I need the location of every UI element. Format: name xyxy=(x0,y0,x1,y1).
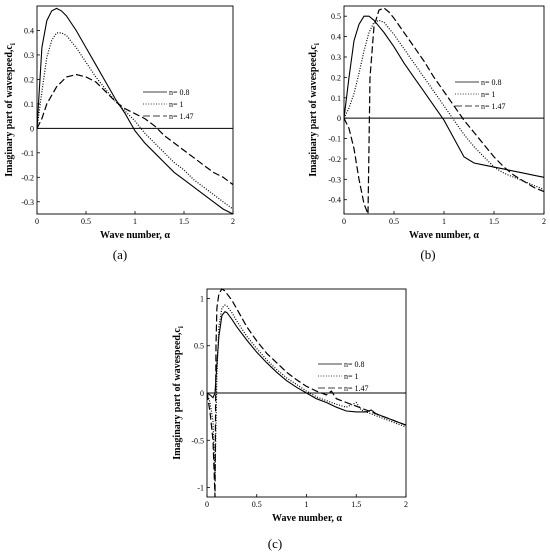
x-tick-label: 1.5 xyxy=(489,217,499,226)
x-tick-label: 2 xyxy=(231,217,235,226)
chart-panel-a: -0.3 -0.2 -0.1 0 0.1 0.2 0.3 0.4 0 0.5 1 1.5 2 n= 0… xyxy=(4,5,235,262)
y-tick-label: 0.3 xyxy=(24,51,34,60)
y-tick-label: 0.3 xyxy=(331,53,341,62)
x-tick-label: 0.5 xyxy=(252,500,262,509)
y-axis-label-main: Imaginary part of wavespeed,c xyxy=(172,328,183,460)
caption-b: (b) xyxy=(420,247,435,262)
legend-label: n= 0.8 xyxy=(169,88,190,97)
series-line-n1_47 xyxy=(343,7,545,215)
x-axis-label: Wave number, α xyxy=(409,230,479,241)
x-tick-label: 2 xyxy=(404,500,408,509)
x-tick-label: 0.5 xyxy=(389,217,399,226)
legend-label: n= 1.47 xyxy=(481,102,506,111)
series-line-n1_47 xyxy=(36,73,234,186)
legend-label: n= 0.8 xyxy=(481,78,502,87)
y-axis-label-main: Imaginary part of wavespeed,c xyxy=(308,45,319,177)
y-tick-label: 0 xyxy=(337,114,341,123)
x-tick-label: 1.5 xyxy=(179,217,189,226)
caption-c: (c) xyxy=(268,536,282,551)
y-tick-label: -1 xyxy=(197,484,204,493)
series-line-n0_8 xyxy=(206,311,407,426)
y-tick-label: 0.5 xyxy=(194,342,204,351)
y-tick-label: -0.2 xyxy=(21,173,34,182)
legend: n= 0.8 n= 1 n= 1.47 xyxy=(318,360,369,393)
y-tick-label: -0.2 xyxy=(328,155,341,164)
y-tick-label: -0.3 xyxy=(21,198,34,207)
series-lines xyxy=(36,7,234,215)
y-tick-label: 0 xyxy=(30,124,34,133)
x-tick-label: 0 xyxy=(205,500,209,509)
y-tick-label: 0.5 xyxy=(331,12,341,21)
x-tick-label: 1 xyxy=(305,500,309,509)
x-ticks: 0 0.5 1 1.5 2 xyxy=(205,494,408,509)
x-ticks: 0 0.5 1 1.5 2 xyxy=(342,211,546,226)
y-ticks: -0.3 -0.2 -0.1 0 0.1 0.2 0.3 0.4 xyxy=(21,26,40,207)
y-axis-label-main: Imaginary part of wavespeed,c xyxy=(4,45,15,177)
y-tick-label: -0.5 xyxy=(191,436,204,445)
y-tick-label: 0.2 xyxy=(24,75,34,84)
y-tick-label: 1 xyxy=(200,294,204,303)
series-lines xyxy=(343,7,545,215)
legend-label: n= 0.8 xyxy=(344,360,365,369)
caption-a: (a) xyxy=(113,247,127,262)
legend: n= 0.8 n= 1 n= 1.47 xyxy=(455,78,506,111)
y-tick-label: 0.1 xyxy=(24,100,34,109)
legend-label: n= 1 xyxy=(344,372,359,381)
legend-label: n= 1 xyxy=(169,100,184,109)
y-tick-label: 0.2 xyxy=(331,73,341,82)
legend-label: n= 1.47 xyxy=(344,384,369,393)
y-tick-label: -0.1 xyxy=(328,135,341,144)
x-axis-label: Wave number, α xyxy=(272,513,342,524)
series-line-n1 xyxy=(36,32,234,210)
series-line-n0_8 xyxy=(343,15,545,178)
y-axis-label-sub: i xyxy=(9,43,17,45)
plot-frame xyxy=(343,5,545,215)
legend-label: n= 1.47 xyxy=(169,112,194,121)
series-line-n0_8 xyxy=(36,7,234,215)
x-tick-label: 1 xyxy=(442,217,446,226)
chart-panel-c: -1-0.500.51 0 0.5 1 1.5 2 n= 0.8n= 1n= 1.47 … xyxy=(172,288,408,551)
y-tick-label: 0.4 xyxy=(331,33,341,42)
y-axis-label: Imaginary part of wavespeed,ci xyxy=(4,43,17,177)
legend-label: n= 1 xyxy=(481,90,496,99)
x-tick-label: 2 xyxy=(542,217,546,226)
y-axis-label: Imaginary part of wavespeed,ci xyxy=(172,326,185,460)
y-tick-label: 0 xyxy=(200,389,204,398)
x-axis-label: Wave number, α xyxy=(100,230,170,241)
y-axis-label: Imaginary part of wavespeed,ci xyxy=(308,43,321,177)
series-lines xyxy=(206,288,407,498)
plot-frame xyxy=(36,5,234,215)
x-ticks: 0 0.5 1 1.5 2 xyxy=(35,211,235,226)
y-tick-label: 0.1 xyxy=(331,94,341,103)
legend: n= 0.8 n= 1 n= 1.47 xyxy=(143,88,194,121)
chart-panel-b: -0.4 -0.3 -0.2 -0.1 0 0.1 0.2 0.3 0.4 0.5 0 0.5 1 1.… xyxy=(308,5,546,262)
y-ticks: -0.4 -0.3 -0.2 -0.1 0 0.1 0.2 0.3 0.4 0.5 xyxy=(328,12,347,205)
x-tick-label: 1 xyxy=(133,217,137,226)
y-tick-label: -0.1 xyxy=(21,149,34,158)
x-tick-label: 0 xyxy=(342,217,346,226)
y-tick-label: -0.3 xyxy=(328,175,341,184)
x-tick-label: 1.5 xyxy=(351,500,361,509)
x-tick-label: 0 xyxy=(35,217,39,226)
x-tick-label: 0.5 xyxy=(81,217,91,226)
y-tick-label: -0.4 xyxy=(328,196,341,205)
series-line-n1_47 xyxy=(206,288,407,498)
y-axis-label-sub: i xyxy=(313,43,321,45)
y-axis-label-sub: i xyxy=(177,326,185,328)
series-line-n1 xyxy=(206,304,407,479)
series-line-n1 xyxy=(343,19,545,191)
y-tick-label: 0.4 xyxy=(24,26,34,35)
